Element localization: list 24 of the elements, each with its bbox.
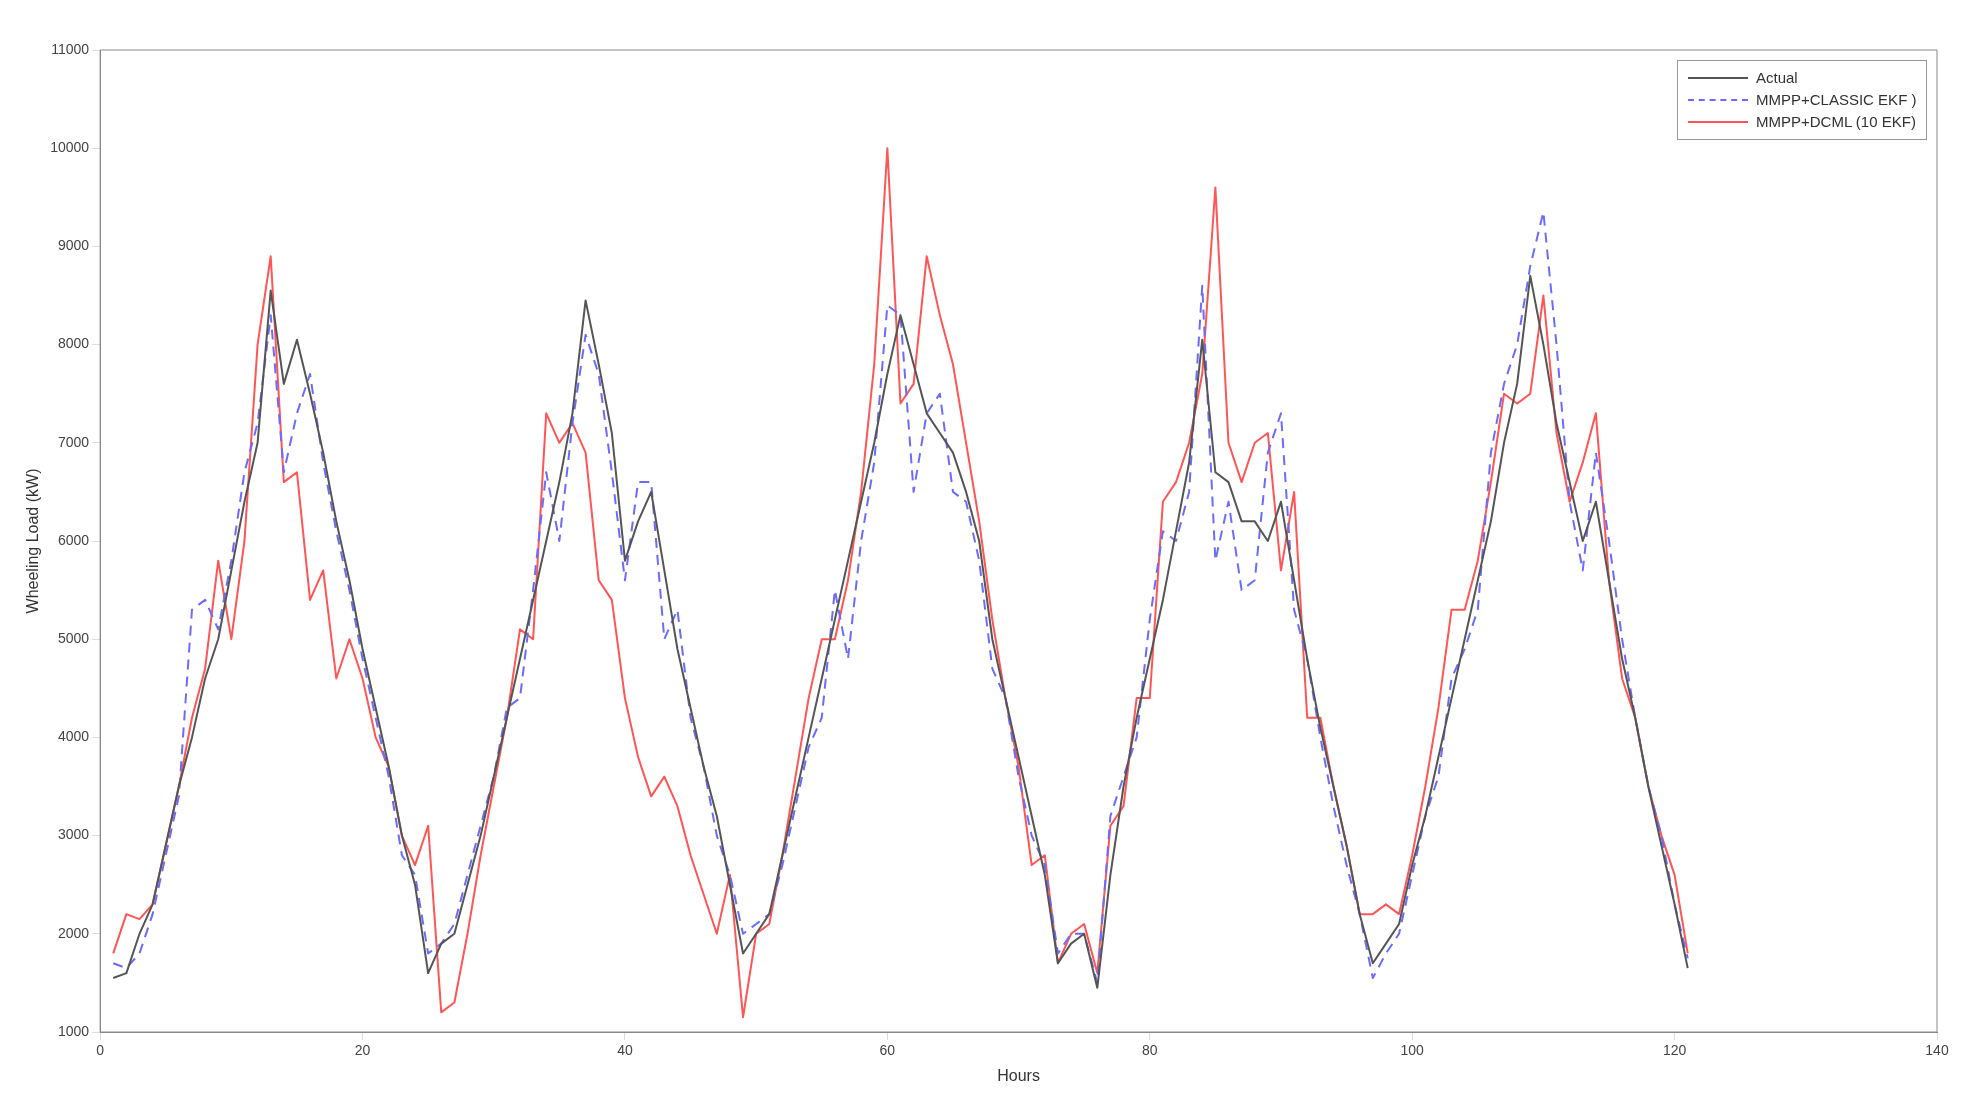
x-tick-label: 120 xyxy=(1662,1042,1687,1059)
y-tick-label: 5000 xyxy=(57,630,90,647)
x-tick-label: 140 xyxy=(1925,1042,1949,1059)
y-tick-label: 7000 xyxy=(57,433,90,450)
y-tick-label: 10000 xyxy=(50,139,90,156)
legend-label: Actual xyxy=(1756,68,1798,88)
y-tick-label: 11000 xyxy=(51,40,90,57)
y-tick-label: 8000 xyxy=(57,335,90,352)
x-tick-label: 80 xyxy=(1141,1042,1158,1059)
y-tick-label: 6000 xyxy=(57,531,90,548)
y-tick-label: 3000 xyxy=(57,826,90,843)
x-tick-label: 100 xyxy=(1400,1042,1425,1059)
x-tick-label: 0 xyxy=(96,1042,105,1059)
legend-label: MMPP+CLASSIC EKF ) xyxy=(1756,90,1917,110)
y-tick-label: 4000 xyxy=(57,728,90,745)
y-axis-title: Wheeling Load (kW) xyxy=(24,468,42,614)
x-tick-label: 20 xyxy=(354,1042,371,1059)
y-tick-label: 9000 xyxy=(57,237,90,254)
y-tick-label: 1000 xyxy=(57,1022,90,1039)
legend-label: MMPP+DCML (10 EKF) xyxy=(1756,112,1916,132)
x-tick-label: 40 xyxy=(617,1042,633,1059)
x-axis-title: Hours xyxy=(997,1066,1040,1084)
y-tick-label: 2000 xyxy=(57,924,90,941)
x-tick-label: 60 xyxy=(879,1042,896,1059)
